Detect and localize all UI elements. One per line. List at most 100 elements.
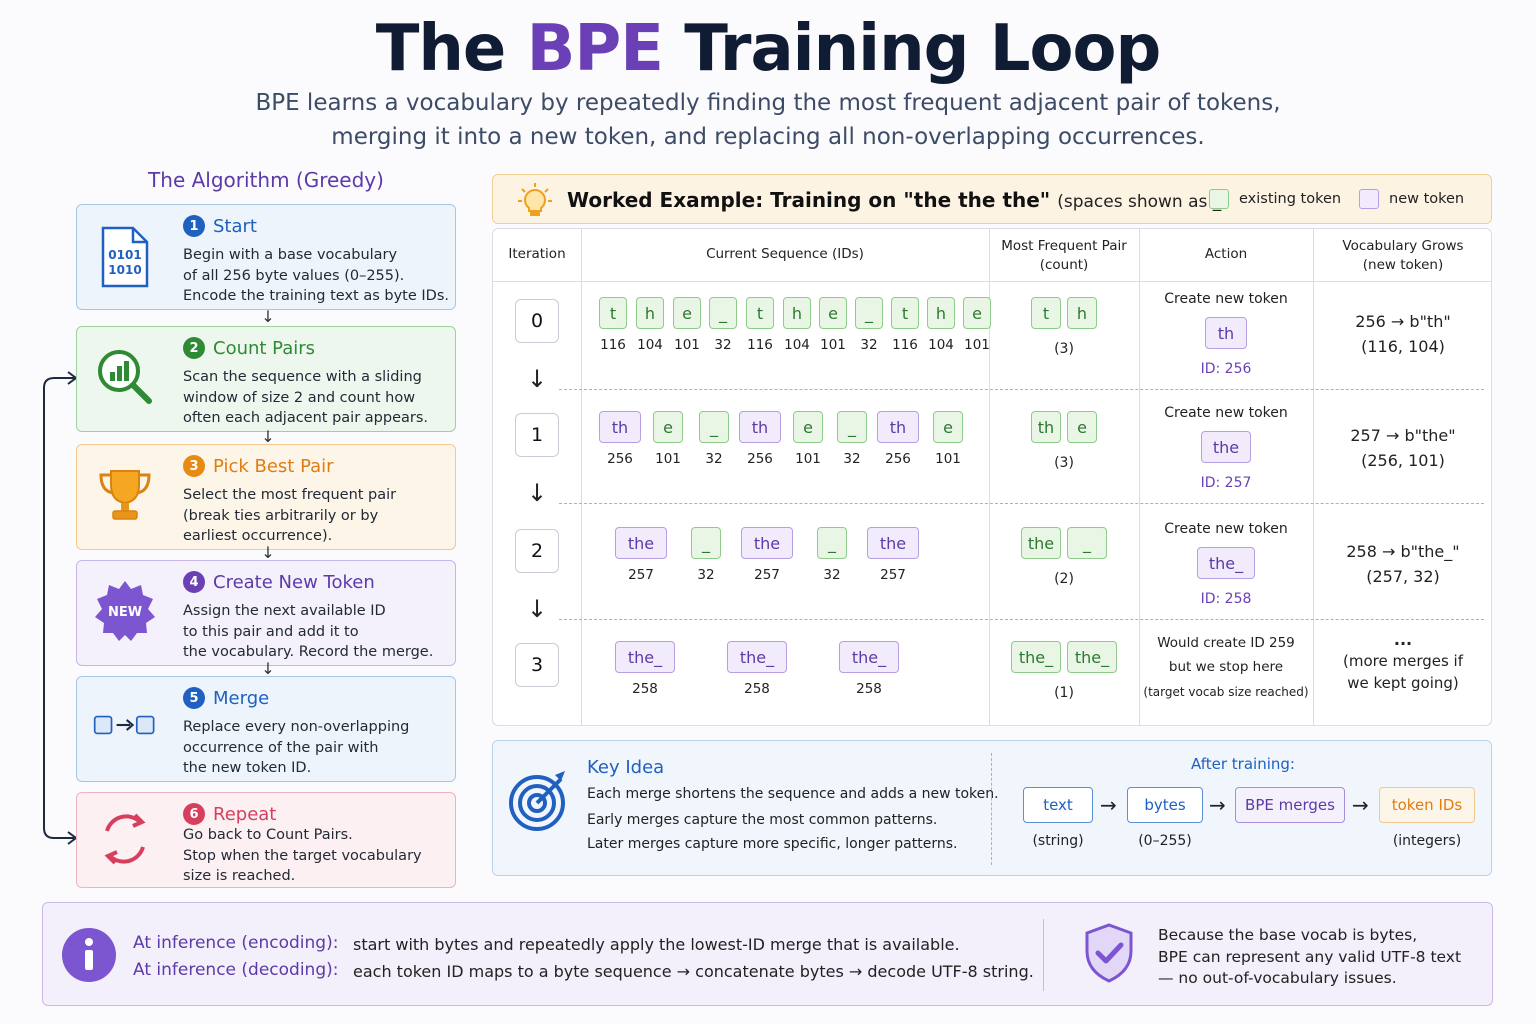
step-title: Merge xyxy=(213,687,270,709)
magnifier-chart-icon xyxy=(93,345,157,409)
desc-line: the vocabulary. Record the merge. xyxy=(183,644,434,660)
new-token-result: th xyxy=(1205,317,1247,349)
header-vocab: Vocabulary Grows (new token) xyxy=(1313,237,1493,275)
iteration-number: 1 xyxy=(515,413,559,457)
pair-token-chip: _ xyxy=(1067,527,1107,559)
token-id-label: 104 xyxy=(637,337,663,353)
repeat-cycle-icon xyxy=(93,807,157,871)
token-id-label: 116 xyxy=(600,337,626,353)
new-token-id: ID: 256 xyxy=(1200,361,1252,377)
step-description: Select the most frequent pair (break tie… xyxy=(183,485,453,547)
step-title: Count Pairs xyxy=(213,337,316,359)
step-heading: 4 Create New Token xyxy=(183,571,375,593)
step-merge: 5 Merge Replace every non-overlapping occ… xyxy=(76,676,456,782)
new-token-chip: the xyxy=(867,527,919,559)
pair-token-chip: the_ xyxy=(1011,641,1061,673)
worked-example-title: Worked Example: Training on "the the the… xyxy=(567,188,1228,212)
pair-token-chip: the xyxy=(1021,527,1061,559)
desc-line: of all 256 byte values (0–255). xyxy=(183,267,405,284)
step-create-new-token: NEW 4 Create New Token Assign the next av… xyxy=(76,560,456,666)
header-vocab-line-2: (new token) xyxy=(1362,257,1444,273)
action-label: (target vocab size reached) xyxy=(1143,685,1309,699)
new-token-chip: the_ xyxy=(615,641,675,673)
existing-token-chip: t xyxy=(746,297,774,329)
vocab-line: (256, 101) xyxy=(1361,451,1445,470)
vocab-line: (more merges if xyxy=(1343,652,1463,670)
step-title: Start xyxy=(213,215,257,237)
encoding-label: At inference (encoding): xyxy=(133,933,339,953)
inference-divider xyxy=(1043,919,1044,991)
step-number: 2 xyxy=(183,337,205,359)
worked-example-title-text: Worked Example: Training on "the the the… xyxy=(567,188,1051,212)
token-id-label: 258 xyxy=(632,681,658,697)
iteration-arrow: ↓ xyxy=(527,479,548,507)
down-arrow: ↓ xyxy=(261,307,275,326)
existing-token-chip: _ xyxy=(709,297,737,329)
header-pair-line-2: (count) xyxy=(1039,257,1089,273)
desc-line: Replace every non-overlapping xyxy=(183,719,410,735)
down-arrow: ↓ xyxy=(261,427,275,446)
new-token-chip: th xyxy=(599,411,641,443)
legend-new-label: new token xyxy=(1389,191,1465,207)
decoding-label: At inference (decoding): xyxy=(133,960,339,980)
target-icon xyxy=(509,771,565,831)
iteration-number: 2 xyxy=(515,529,559,573)
new-token-chip: the_ xyxy=(727,641,787,673)
token-id-label: 257 xyxy=(628,567,654,583)
legend-existing-swatch xyxy=(1209,189,1229,209)
step-heading: 2 Count Pairs xyxy=(183,337,315,359)
icon-text-1: 0101 xyxy=(108,248,141,262)
step-number: 4 xyxy=(183,571,205,593)
vocab-line: 256 → b"th" xyxy=(1355,312,1451,331)
token-id-label: 32 xyxy=(714,337,732,353)
pair-count: (3) xyxy=(1054,455,1074,471)
new-token-chip: th xyxy=(739,411,781,443)
step-description: Scan the sequence with a sliding window … xyxy=(183,367,453,429)
new-token-result: the_ xyxy=(1197,547,1255,579)
step-description: Assign the next available ID to this pai… xyxy=(183,601,453,663)
subtitle: BPE learns a vocabulary by repeatedly fi… xyxy=(0,86,1536,154)
decoding-text: each token ID maps to a byte sequence → … xyxy=(353,962,1034,981)
after-training-title: After training: xyxy=(1191,755,1295,773)
existing-token-chip: _ xyxy=(837,411,867,443)
token-id-label: 256 xyxy=(747,451,773,467)
step-description: Go back to Count Pairs. Stop when the ta… xyxy=(183,825,453,887)
pair-count: (1) xyxy=(1054,685,1074,701)
token-id-label: 101 xyxy=(935,451,961,467)
badge-text: NEW xyxy=(108,605,142,620)
pair-count: (2) xyxy=(1054,571,1074,587)
new-token-chip: the_ xyxy=(839,641,899,673)
step-number: 1 xyxy=(183,215,205,237)
title-prefix: The xyxy=(375,12,507,86)
existing-token-chip: e xyxy=(933,411,963,443)
header-pair: Most Frequent Pair (count) xyxy=(989,237,1139,275)
worked-example-note: (spaces shown as _) xyxy=(1057,192,1228,212)
row-divider xyxy=(559,389,1484,390)
desc-line: earliest occurrence). xyxy=(183,528,333,544)
bytes-note-line: Because the base vocab is bytes, xyxy=(1158,926,1418,944)
existing-token-chip: e xyxy=(793,411,823,443)
legend-new-swatch xyxy=(1359,189,1379,209)
loop-arrow xyxy=(43,371,78,845)
token-id-label: 101 xyxy=(795,451,821,467)
pair-token-chip: the_ xyxy=(1067,641,1117,673)
header-action: Action xyxy=(1204,246,1248,262)
step-description: Begin with a base vocabulary of all 256 … xyxy=(183,245,453,307)
action-label: Create new token xyxy=(1164,405,1288,421)
existing-token-chip: e xyxy=(653,411,683,443)
iteration-arrow: ↓ xyxy=(527,365,548,393)
subtitle-line-1: BPE learns a vocabulary by repeatedly fi… xyxy=(255,90,1281,116)
token-id-label: 116 xyxy=(892,337,918,353)
worked-example-header: Worked Example: Training on "the the the… xyxy=(492,174,1492,224)
step-count-pairs: 2 Count Pairs Scan the sequence with a sl… xyxy=(76,326,456,432)
existing-token-chip: _ xyxy=(855,297,883,329)
column-divider xyxy=(1313,229,1314,725)
key-idea-panel: Key Idea Each merge shortens the sequenc… xyxy=(492,740,1492,876)
icon-text-2: 1010 xyxy=(108,263,141,277)
new-token-chip: th xyxy=(877,411,919,443)
header-pair-line-1: Most Frequent Pair xyxy=(1001,238,1127,254)
existing-token-chip: _ xyxy=(699,411,729,443)
flow-bytes-box: bytes xyxy=(1127,787,1203,823)
token-id-label: 116 xyxy=(747,337,773,353)
title-suffix: Training Loop xyxy=(684,12,1161,86)
